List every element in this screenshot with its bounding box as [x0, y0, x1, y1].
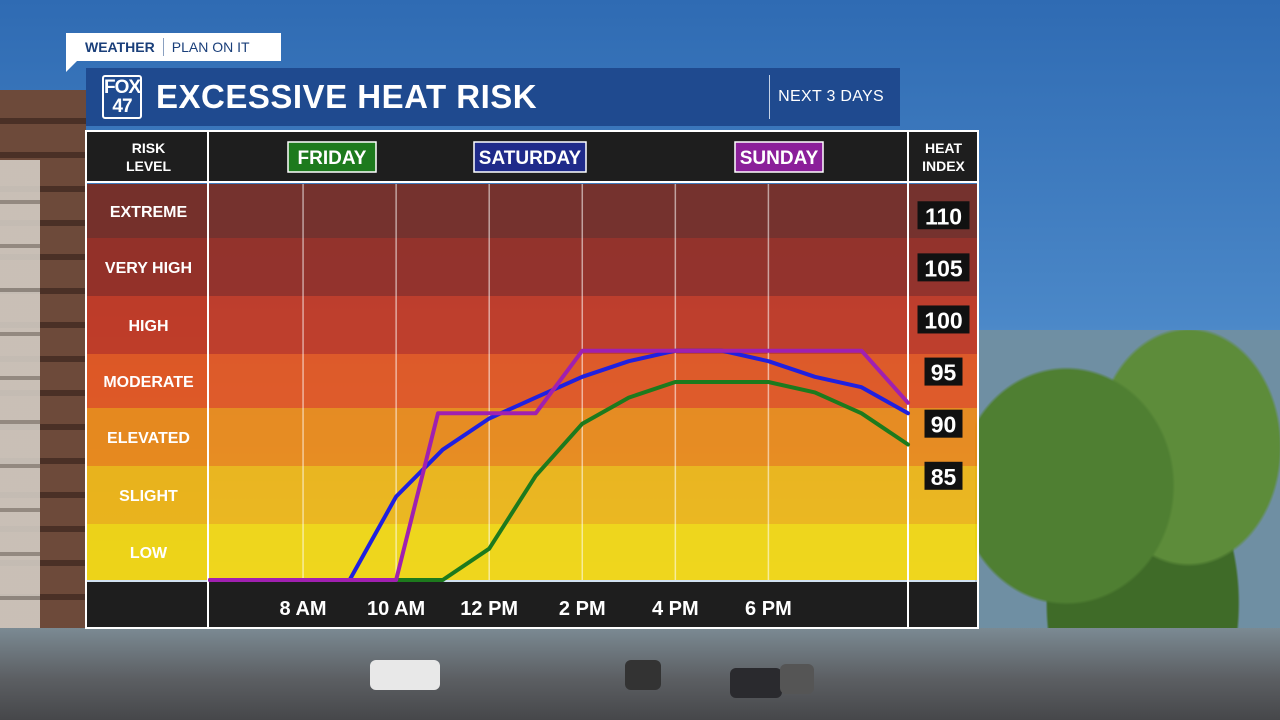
- heat-index-tick-box: [917, 305, 970, 334]
- chart-frame: EXTREME VERY HIGH HIGH MODERATE ELEVATED SLIG…: [85, 130, 979, 629]
- x-tick-label: 2 PM: [559, 598, 606, 620]
- car-white: [370, 660, 440, 690]
- heat-index-tick: 95: [931, 360, 957, 386]
- heat-index-tick: 105: [924, 255, 963, 281]
- heat-index-tick-box: [917, 201, 970, 230]
- x-tick-label: 10 AM: [367, 598, 425, 620]
- period-label: NEXT 3 DAYS: [778, 88, 884, 105]
- risk-level-label: EXTREME: [110, 204, 188, 221]
- heat-risk-chart: EXTREME VERY HIGH HIGH MODERATE ELEVATED SLIG…: [87, 132, 977, 627]
- logo-line-2: 47: [112, 96, 132, 117]
- risk-level-label: ELEVATED: [107, 430, 190, 447]
- title-divider: [769, 75, 771, 119]
- heat-index-tick: 85: [931, 464, 957, 490]
- risk-band: [87, 354, 910, 408]
- risk-level-label: HIGH: [129, 318, 169, 335]
- car-dark: [730, 668, 782, 698]
- right-axis-title-line1: HEAT: [925, 140, 963, 156]
- day-label: SUNDAY: [740, 148, 819, 169]
- left-axis-title-line2: LEVEL: [126, 158, 172, 174]
- day-label-box: [473, 141, 587, 173]
- heat-index-tick: 110: [925, 203, 962, 229]
- heat-index-tick-box: [924, 461, 963, 490]
- risk-band: [87, 466, 910, 524]
- series-line: [208, 380, 910, 582]
- car-silver: [780, 664, 814, 694]
- page-title: EXCESSIVE HEAT RISK: [156, 78, 538, 115]
- station-logo: FOX 47: [102, 75, 142, 119]
- risk-level-label: VERY HIGH: [105, 260, 192, 277]
- series-line: [208, 348, 910, 582]
- day-label-box: [734, 141, 824, 173]
- risk-band: [87, 184, 910, 238]
- risk-level-label: SLIGHT: [119, 488, 178, 505]
- heat-index-tick-box: [924, 357, 963, 386]
- risk-band: [87, 296, 910, 354]
- risk-band: [87, 408, 910, 466]
- day-label: SATURDAY: [479, 148, 582, 169]
- title-bar: FOX 47 EXCESSIVE HEAT RISK NEXT 3 DAYS: [86, 68, 900, 126]
- heat-index-band: [910, 524, 977, 580]
- footer-row: [87, 582, 977, 627]
- x-tick-label: 12 PM: [460, 598, 518, 620]
- car-dark-2: [625, 660, 661, 690]
- tag-primary: WEATHER: [85, 39, 155, 55]
- building-left-facade: [0, 160, 40, 720]
- day-label-box: [287, 141, 377, 173]
- tag-divider: [162, 38, 164, 56]
- heat-index-tick: 100: [924, 307, 962, 333]
- x-tick-label: 6 PM: [745, 598, 792, 620]
- logo-line-1: FOX: [104, 77, 141, 98]
- right-axis-title-line2: INDEX: [922, 158, 965, 174]
- risk-band: [87, 238, 910, 296]
- day-label: FRIDAY: [298, 148, 367, 169]
- heat-index-tick-box: [917, 253, 970, 282]
- heat-index-tick-box: [924, 409, 963, 438]
- heat-index-tick: 90: [931, 412, 957, 438]
- risk-level-label: LOW: [130, 545, 168, 562]
- series-line: [208, 348, 910, 582]
- left-axis-title-line1: RISK: [132, 140, 165, 156]
- x-tick-label: 8 AM: [280, 598, 327, 620]
- tag-secondary: PLAN ON IT: [171, 39, 250, 55]
- weather-tag: WEATHER PLAN ON IT: [66, 33, 281, 61]
- risk-level-label: MODERATE: [103, 374, 194, 391]
- x-tick-label: 4 PM: [652, 598, 699, 620]
- tag-tail: [66, 61, 77, 72]
